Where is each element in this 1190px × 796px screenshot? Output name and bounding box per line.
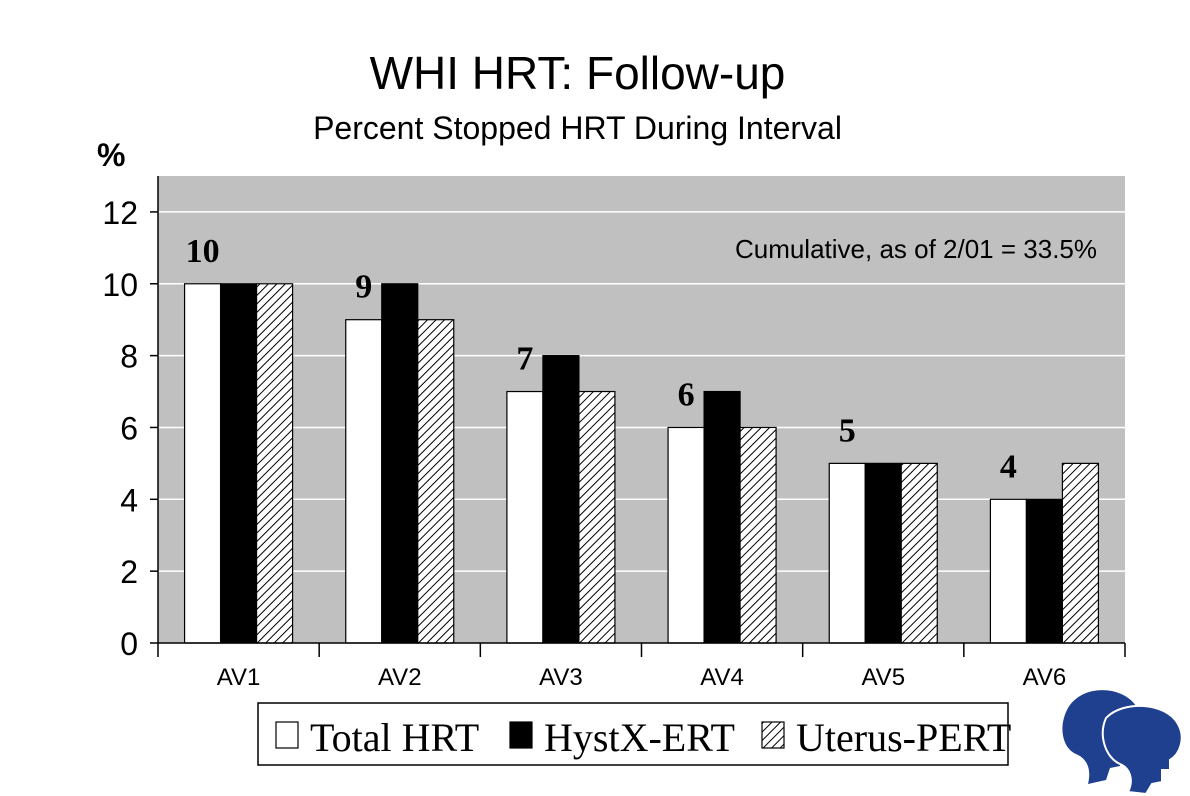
data-label: 4 bbox=[1000, 448, 1017, 485]
chart-title: WHI HRT: Follow-up bbox=[369, 47, 786, 99]
bar-uterus-pert bbox=[900, 462, 938, 644]
y-tick-label: 2 bbox=[120, 554, 138, 590]
data-label: 5 bbox=[839, 412, 856, 449]
y-tick-label: 0 bbox=[120, 626, 138, 662]
bar-hystx-ert bbox=[703, 390, 741, 644]
bar-hystx-ert bbox=[219, 283, 258, 644]
bar-uterus-pert bbox=[1061, 462, 1100, 644]
bar-uterus-pert bbox=[417, 319, 455, 644]
y-tick-label: 4 bbox=[120, 482, 138, 518]
bar-hystx-ert bbox=[864, 462, 902, 644]
y-tick-label: 6 bbox=[120, 410, 138, 446]
data-label: 7 bbox=[516, 341, 533, 378]
x-tick-label: AV4 bbox=[700, 664, 744, 691]
bar-hystx-ert bbox=[1025, 498, 1064, 644]
y-tick-label: 8 bbox=[120, 339, 138, 375]
x-tick-label: AV3 bbox=[539, 664, 583, 691]
x-tick-label: AV2 bbox=[378, 664, 422, 691]
data-label: 6 bbox=[678, 376, 695, 413]
chart-subtitle: Percent Stopped HRT During Interval bbox=[313, 110, 842, 146]
legend-swatch bbox=[509, 721, 533, 749]
x-tick-label: AV1 bbox=[217, 664, 261, 691]
x-tick-label: AV5 bbox=[861, 664, 905, 691]
bar-total-hrt bbox=[183, 283, 222, 644]
plot-area bbox=[158, 176, 1125, 643]
cumulative-annotation: Cumulative, as of 2/01 = 33.5% bbox=[735, 234, 1097, 264]
legend-label: Total HRT bbox=[310, 715, 479, 760]
bar-uterus-pert bbox=[739, 426, 777, 644]
bar-total-hrt bbox=[345, 319, 383, 644]
bar-total-hrt bbox=[989, 498, 1028, 644]
legend-swatch bbox=[761, 721, 785, 749]
y-tick-label: 10 bbox=[102, 267, 138, 303]
data-label: 10 bbox=[186, 233, 220, 270]
bar-hystx-ert bbox=[381, 283, 419, 644]
legend: Total HRT HystX-ERT Uterus-PERT bbox=[257, 702, 1011, 766]
legend-label: HystX-ERT bbox=[544, 715, 735, 760]
bar-uterus-pert bbox=[578, 390, 616, 644]
bar-total-hrt bbox=[506, 390, 544, 644]
x-tick-label: AV6 bbox=[1023, 664, 1067, 691]
legend-swatch bbox=[275, 721, 299, 749]
y-axis-unit-label: % bbox=[97, 137, 125, 173]
bar-total-hrt bbox=[667, 426, 705, 644]
bar-uterus-pert bbox=[255, 283, 294, 644]
whi-logo bbox=[1062, 690, 1183, 796]
bar-hystx-ert bbox=[542, 355, 580, 644]
data-label: 9 bbox=[355, 269, 372, 306]
legend-label: Uterus-PERT bbox=[796, 715, 1011, 760]
bar-total-hrt bbox=[828, 462, 866, 644]
y-tick-label: 12 bbox=[102, 195, 138, 231]
